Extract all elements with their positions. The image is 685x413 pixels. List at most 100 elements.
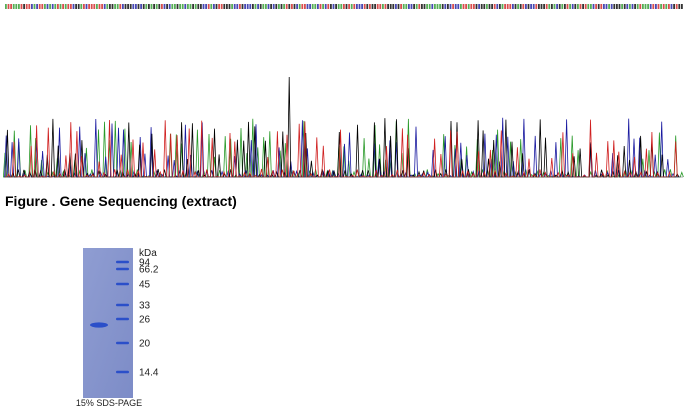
letter-glyph: [454, 4, 457, 9]
letter-glyph: [70, 4, 72, 9]
letter-glyph: [57, 4, 59, 9]
letter-glyph: [618, 4, 621, 9]
letter-glyph: [371, 4, 374, 9]
letter-glyph: [239, 4, 241, 9]
letter-glyph: [426, 4, 428, 9]
letter-glyph: [174, 4, 176, 9]
letter-glyph: [171, 4, 174, 9]
letter-glyph: [215, 4, 218, 9]
letter-glyph: [610, 4, 613, 9]
letter-glyph: [553, 4, 556, 9]
letter-glyph: [415, 4, 418, 9]
letter-glyph: [145, 4, 148, 9]
letter-glyph: [62, 4, 64, 9]
letter-glyph: [592, 4, 595, 9]
letter-glyph: [517, 4, 519, 9]
marker-label: 20: [139, 339, 151, 350]
letter-glyph: [473, 4, 475, 9]
letter-glyph: [252, 4, 254, 9]
letter-glyph: [475, 4, 478, 9]
letter-glyph: [296, 4, 298, 9]
letter-glyph: [366, 4, 369, 9]
letter-glyph: [5, 4, 7, 9]
letter-glyph: [166, 4, 168, 9]
marker-label: 66.2: [139, 265, 159, 276]
letter-glyph: [23, 4, 25, 9]
letter-glyph: [418, 4, 421, 9]
letter-glyph: [447, 4, 449, 9]
letter-glyph: [111, 4, 114, 9]
letter-glyph: [189, 4, 192, 9]
letter-glyph: [155, 4, 158, 9]
marker-label: 45: [139, 280, 151, 291]
letter-glyph: [158, 4, 161, 9]
letter-glyph: [434, 4, 436, 9]
marker-band: [116, 370, 129, 374]
letter-glyph: [280, 4, 283, 9]
letter-glyph: [77, 4, 80, 9]
letter-glyph: [530, 4, 532, 9]
letter-glyph: [262, 4, 265, 9]
letter-glyph: [374, 4, 376, 9]
letter-glyph: [556, 4, 558, 9]
letter-glyph: [220, 4, 223, 9]
letter-glyph: [324, 4, 327, 9]
letter-glyph: [51, 4, 54, 9]
sequence-letters: [5, 4, 683, 9]
letter-glyph: [512, 4, 514, 9]
letter-glyph: [207, 4, 210, 9]
letter-glyph: [631, 4, 634, 9]
letter-glyph: [519, 4, 522, 9]
letter-glyph: [28, 4, 31, 9]
letter-glyph: [356, 4, 358, 9]
letter-glyph: [226, 4, 228, 9]
letter-glyph: [335, 4, 337, 9]
letter-glyph: [600, 4, 603, 9]
letter-glyph: [257, 4, 259, 9]
letter-glyph: [213, 4, 215, 9]
letter-glyph: [127, 4, 129, 9]
letter-glyph: [496, 4, 499, 9]
letter-glyph: [72, 4, 75, 9]
letter-glyph: [361, 4, 363, 9]
letter-glyph: [387, 4, 389, 9]
letter-glyph: [129, 4, 132, 9]
letter-glyph: [590, 4, 592, 9]
letter-glyph: [10, 4, 12, 9]
sample-band: [90, 322, 108, 328]
letter-glyph: [436, 4, 439, 9]
letter-glyph: [88, 4, 90, 9]
letter-glyph: [639, 4, 642, 9]
letter-glyph: [98, 4, 101, 9]
letter-glyph: [543, 4, 545, 9]
marker-band: [116, 267, 129, 271]
letter-glyph: [153, 4, 155, 9]
letter-glyph: [532, 4, 535, 9]
letter-glyph: [431, 4, 434, 9]
letter-glyph: [93, 4, 96, 9]
letter-glyph: [41, 4, 44, 9]
letter-glyph: [486, 4, 488, 9]
letter-glyph: [561, 4, 564, 9]
letter-glyph: [597, 4, 600, 9]
letter-glyph: [122, 4, 124, 9]
chromatogram: [2, 76, 684, 178]
letter-glyph: [558, 4, 561, 9]
letter-glyph: [272, 4, 275, 9]
letter-glyph: [647, 4, 649, 9]
letter-glyph: [54, 4, 57, 9]
letter-glyph: [135, 4, 137, 9]
letter-glyph: [304, 4, 306, 9]
letter-glyph: [348, 4, 350, 9]
letter-glyph: [465, 4, 467, 9]
letter-glyph: [478, 4, 480, 9]
letter-glyph: [382, 4, 384, 9]
letter-glyph: [345, 4, 348, 9]
letter-glyph: [301, 4, 304, 9]
letter-glyph: [545, 4, 548, 9]
letter-glyph: [114, 4, 116, 9]
letter-glyph: [140, 4, 142, 9]
letter-glyph: [241, 4, 244, 9]
letter-glyph: [644, 4, 647, 9]
